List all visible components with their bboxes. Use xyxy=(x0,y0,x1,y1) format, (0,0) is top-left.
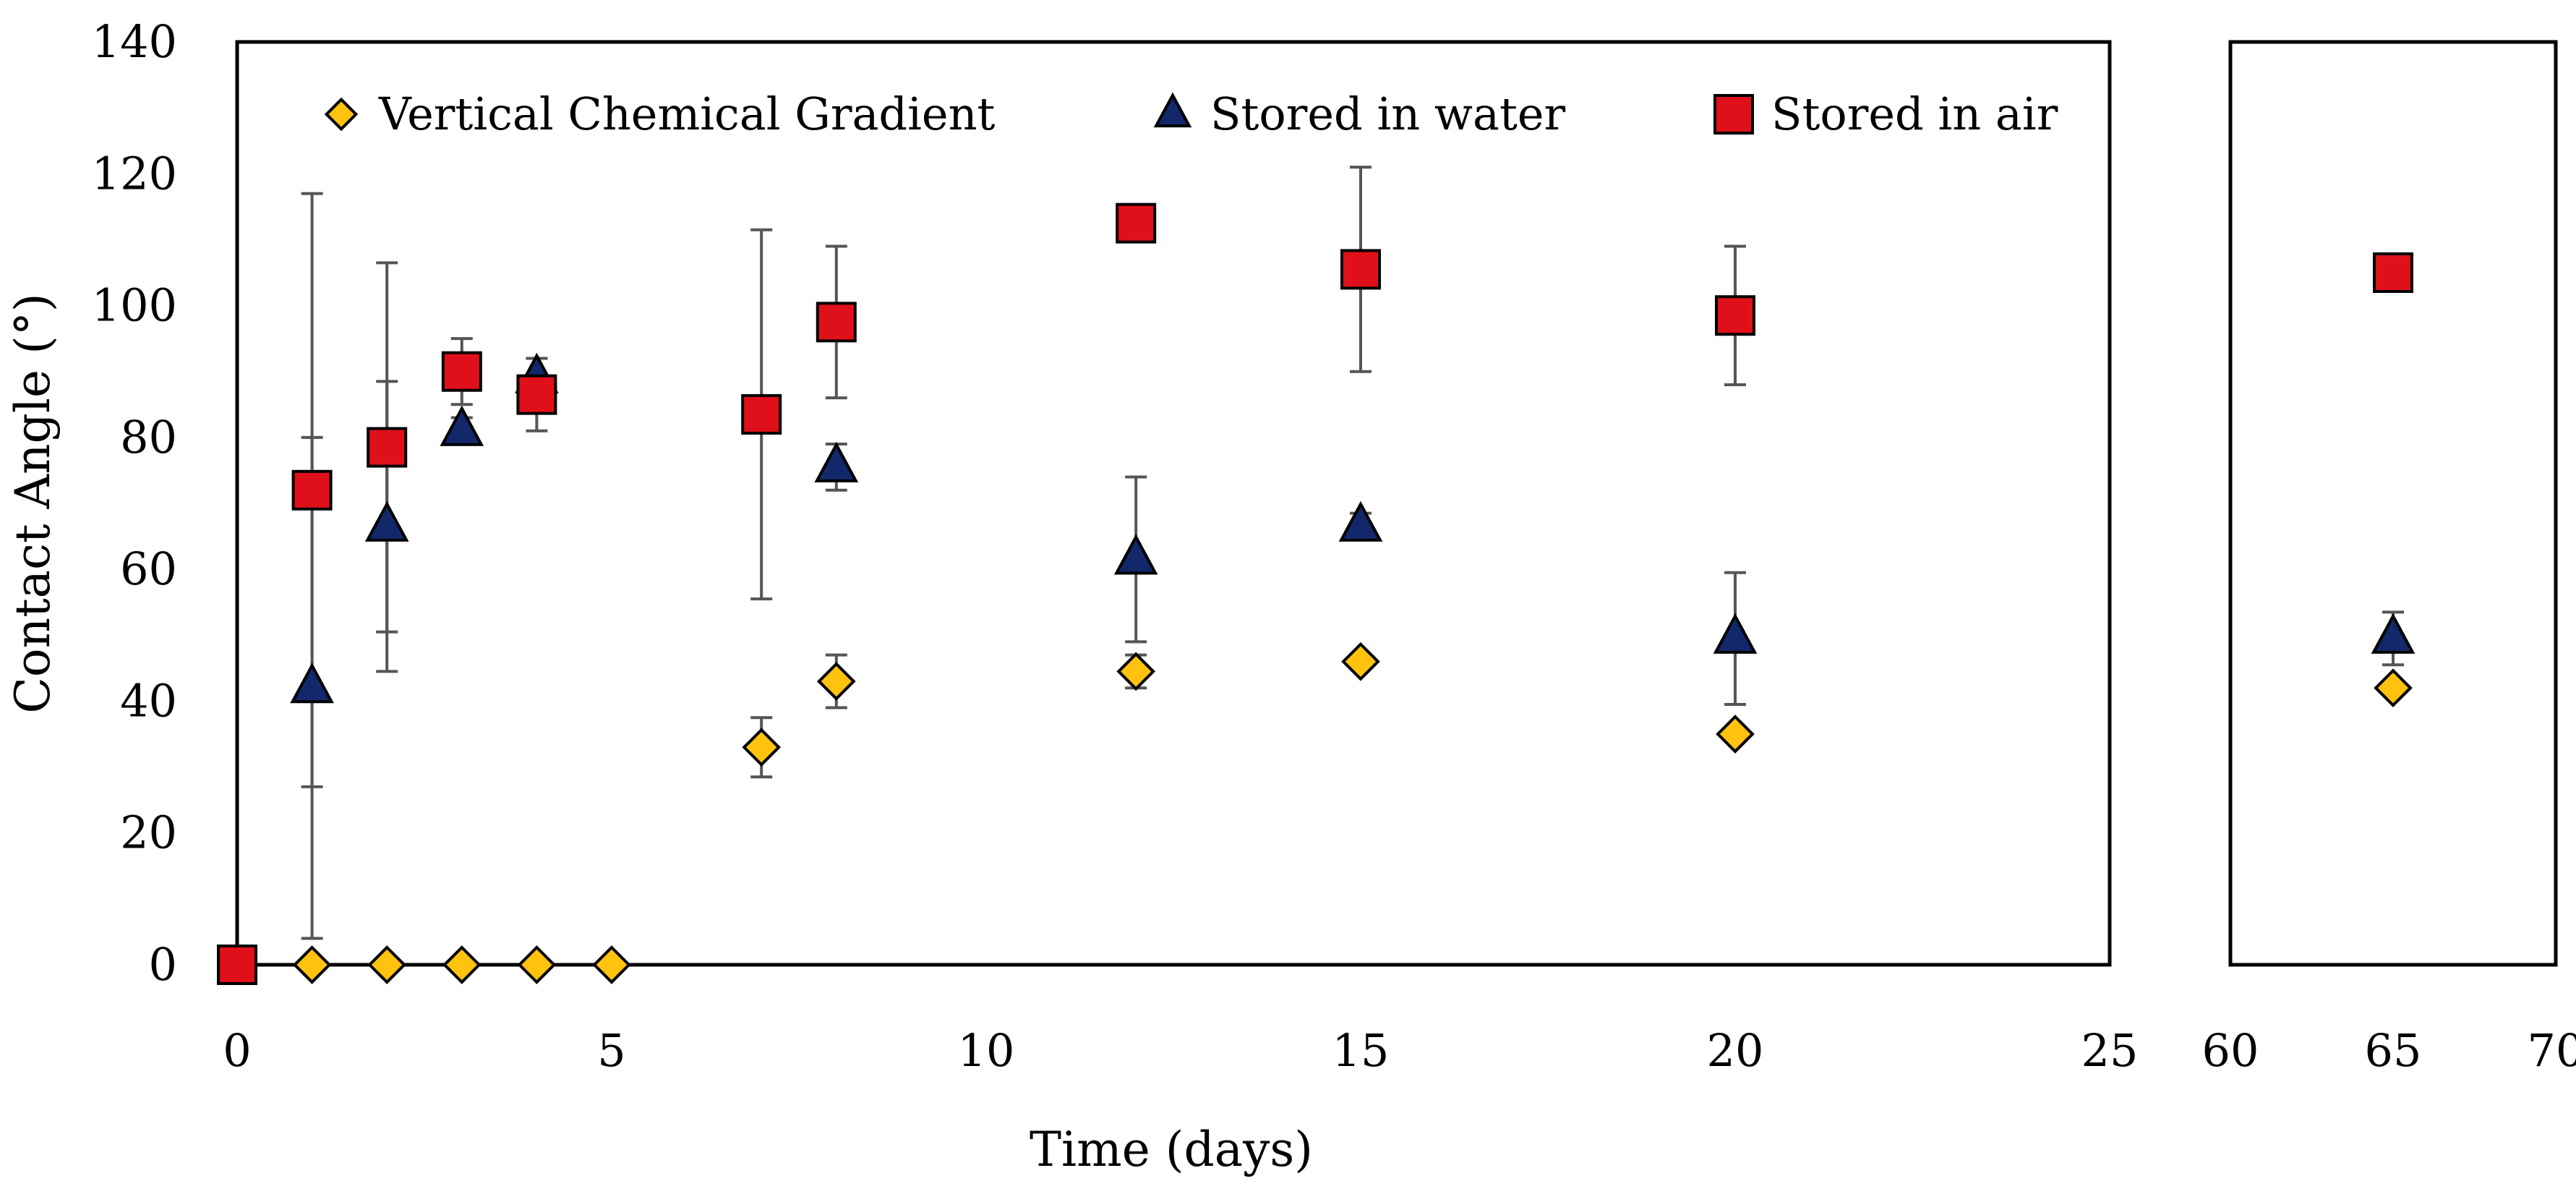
x-tick-labels: 0 5 10 15 20 25 60 65 70 xyxy=(223,1024,2576,1077)
stored-in-water-point xyxy=(290,662,334,704)
stored-in-air-point xyxy=(1715,295,1755,336)
stored-in-air-point xyxy=(516,374,557,415)
x-tick-label: 60 xyxy=(2202,1024,2259,1077)
vertical-chemical-gradient-point xyxy=(1341,642,1380,681)
stored-in-water-point xyxy=(1113,534,1158,575)
vertical-chemical-gradient-point xyxy=(816,662,856,701)
x-tick-label: 15 xyxy=(1332,1024,1390,1077)
vertical-chemical-gradient-point xyxy=(292,945,332,984)
stored-in-air-point xyxy=(367,427,408,468)
x-tick-label: 0 xyxy=(223,1024,251,1077)
vertical-chemical-gradient-point xyxy=(592,945,631,984)
vertical-chemical-gradient-point xyxy=(2374,668,2413,708)
y-tick-label: 60 xyxy=(120,542,177,595)
y-tick-labels: 0 20 40 60 80 100 120 140 xyxy=(92,15,177,991)
vertical-chemical-gradient-point xyxy=(517,945,557,984)
y-tick-label: 80 xyxy=(120,411,177,464)
vertical-chemical-gradient-point xyxy=(442,945,482,984)
y-tick-label: 0 xyxy=(149,938,177,991)
x-axis-title: Time (days) xyxy=(1030,1122,1313,1177)
vertical-chemical-gradient-point xyxy=(367,945,407,984)
stored-in-air-point xyxy=(1340,249,1381,290)
stored-in-water-point xyxy=(814,441,859,482)
data-markers xyxy=(217,203,2415,985)
y-axis-title: Contact Angle (°) xyxy=(5,293,61,713)
stored-in-air-point xyxy=(441,351,482,392)
x-tick-label: 10 xyxy=(958,1024,1015,1077)
stored-in-air-point xyxy=(291,469,333,511)
broken-axis-panel-frame xyxy=(2228,40,2558,967)
stored-in-water-point xyxy=(364,500,409,542)
y-tick-label: 100 xyxy=(92,279,177,332)
stored-in-air-point xyxy=(741,393,782,435)
stored-in-air-point xyxy=(2373,252,2413,293)
legend-label: Stored in air xyxy=(1771,88,2058,140)
stored-in-water-point xyxy=(2371,613,2415,654)
legend-label: Stored in water xyxy=(1210,88,1566,140)
x-tick-label: 25 xyxy=(2081,1024,2139,1077)
y-tick-label: 40 xyxy=(120,674,177,727)
legend-label: Vertical Chemical Gradient xyxy=(378,88,996,140)
panel-frames xyxy=(235,40,2558,967)
legend-marker xyxy=(1153,92,1192,128)
y-tick-label: 20 xyxy=(120,806,177,859)
stored-in-air-point xyxy=(816,302,857,343)
y-tick-label: 120 xyxy=(92,147,177,200)
x-tick-label: 20 xyxy=(1707,1024,1764,1077)
stored-in-water-point xyxy=(1713,613,1758,654)
x-tick-label: 70 xyxy=(2528,1024,2576,1077)
x-tick-label: 5 xyxy=(597,1024,625,1077)
stored-in-air-point xyxy=(217,945,257,985)
stored-in-water-point xyxy=(1338,500,1383,542)
stored-in-air-point xyxy=(1116,203,1157,244)
legend: Vertical Chemical Gradient Stored in wate… xyxy=(324,88,2058,140)
x-tick-label: 65 xyxy=(2365,1024,2422,1077)
vertical-chemical-gradient-point xyxy=(1116,652,1156,691)
stored-in-water-point xyxy=(440,405,484,446)
main-panel-frame xyxy=(235,40,2112,967)
vertical-chemical-gradient-point xyxy=(742,728,782,767)
vertical-chemical-gradient-point xyxy=(1716,715,1755,754)
legend-marker xyxy=(1713,94,1754,135)
y-tick-label: 140 xyxy=(92,15,177,68)
legend-marker xyxy=(324,97,359,132)
